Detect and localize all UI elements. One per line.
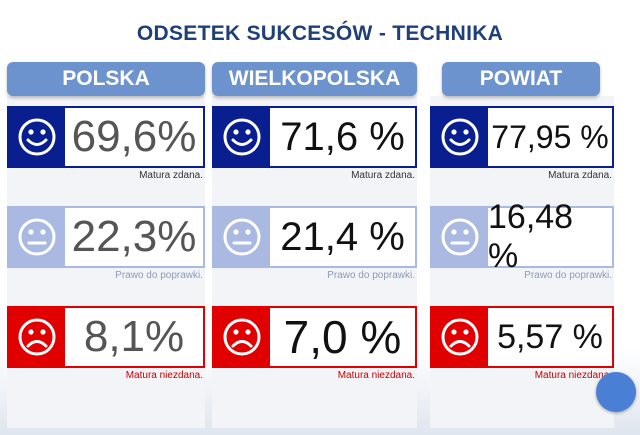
sad-face-icon	[9, 308, 65, 366]
stat-value: 77,95 %	[491, 118, 609, 155]
stat-caption: Prawo do poprawki.	[524, 270, 612, 281]
stat-value: 5,57 %	[497, 317, 603, 356]
sad-face-icon	[214, 308, 270, 366]
stat-value: 7,0 %	[283, 311, 402, 363]
stat-value: 71,6 %	[280, 114, 405, 159]
stat-box: 16,48 %	[430, 198, 614, 275]
stat-box: 22,3%	[7, 206, 205, 268]
stat-value: 21,4 %	[280, 214, 405, 259]
column-header-powiat: POWIAT	[442, 62, 600, 96]
column-header-polska: POLSKA	[7, 62, 205, 96]
neutral-face-icon	[9, 208, 65, 266]
happy-face-icon	[9, 108, 65, 166]
stat-caption: Matura niezdana.	[125, 370, 203, 381]
slide-nav-button[interactable]	[596, 372, 636, 412]
stat-value: 22,3%	[71, 212, 197, 261]
stat-box: 7,0 %	[212, 306, 417, 368]
stat-value: 69,6%	[71, 112, 197, 161]
stat-caption: Matura niezdana.	[337, 370, 415, 381]
stat-caption: Matura niezdana.	[534, 370, 612, 381]
happy-face-icon	[432, 108, 488, 166]
neutral-face-icon	[432, 208, 488, 266]
stat-caption: Matura zdana.	[548, 170, 612, 181]
stat-box: 69,6%	[7, 106, 205, 168]
stat-box: 77,95 %	[430, 106, 614, 168]
stat-caption: Matura zdana.	[351, 170, 415, 181]
stat-box: 8,1%	[7, 306, 205, 368]
neutral-face-icon	[214, 208, 270, 266]
happy-face-icon	[214, 108, 270, 166]
column-header-wielkopolska: WIELKOPOLSKA	[212, 62, 417, 96]
stat-caption: Prawo do poprawki.	[327, 270, 415, 281]
page-title: ODSETEK SUKCESÓW - TECHNIKA	[136, 22, 504, 45]
stat-caption: Matura zdana.	[139, 170, 203, 181]
stat-box: 5,57 %	[430, 306, 614, 368]
stat-caption: Prawo do poprawki.	[115, 270, 203, 281]
sad-face-icon	[432, 308, 488, 366]
stat-value: 8,1%	[83, 312, 185, 361]
stat-box: 71,6 %	[212, 106, 417, 168]
stat-value: 16,48 %	[488, 198, 574, 275]
stat-box: 21,4 %	[212, 206, 417, 268]
